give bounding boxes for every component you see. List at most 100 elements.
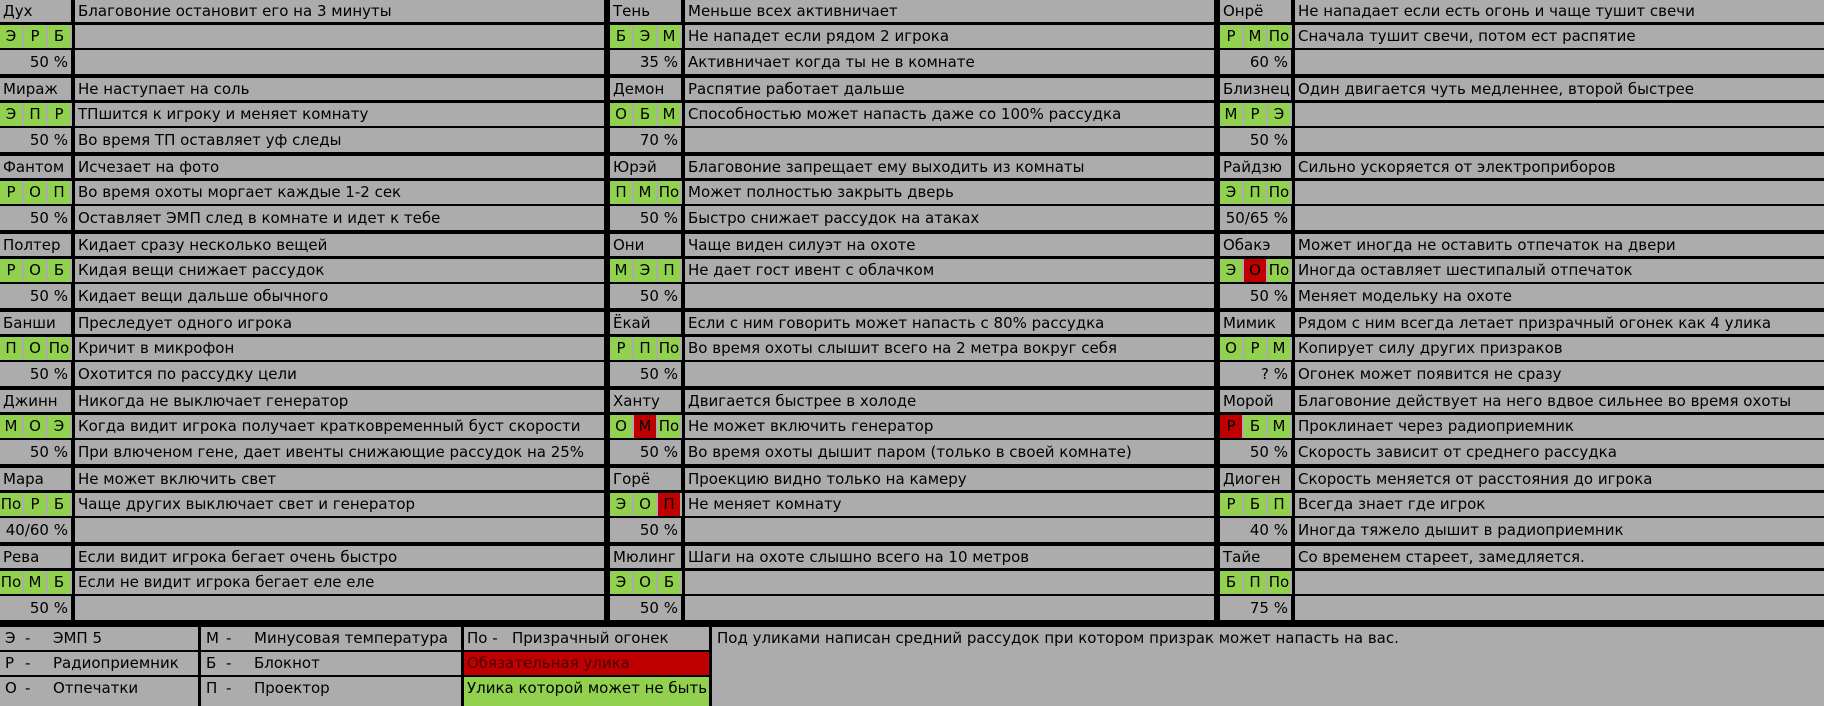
evidence-optional: Э [1220, 181, 1242, 204]
ghost-name: Фантом [0, 156, 71, 178]
evidence-optional: По [658, 415, 680, 438]
ghost-note: Сначала тушит свечи, потом ест распятие [1295, 25, 1824, 48]
ghost-note: Оставляет ЭМП след в комнате и идет к те… [75, 206, 604, 230]
sanity-threshold: 50 % [1220, 440, 1291, 464]
ghost-note: Во время ТП оставляет уф следы [75, 128, 604, 152]
ghost-card: Рева По М Б 50 % Если видит игрока бегает оче… [0, 546, 604, 620]
sanity-threshold: 50 % [610, 206, 681, 230]
ghost-note: Чаще виден силуэт на охоте [685, 234, 1214, 256]
ghost-card: Полтер Р О Б 50 % Кидает сразу несколько веще… [0, 234, 604, 308]
legend-projector: П - Проектор [201, 677, 461, 706]
ghost-note [1295, 103, 1824, 126]
sanity-threshold: 50 % [610, 518, 681, 542]
legend-required: Обязательная улика [464, 652, 709, 675]
ghost-note: Во время охоты моргает каждые 1-2 сек [75, 181, 604, 204]
evidence-row: Э П По [1220, 181, 1292, 204]
ghost-note [1295, 128, 1824, 152]
ghost-name: Ёкай [610, 312, 681, 334]
evidence-optional: П [634, 337, 656, 360]
ghost-note: Если не видит игрока бегает еле еле [75, 571, 604, 594]
evidence-row: Б П По [1220, 571, 1292, 594]
sanity-threshold: 75 % [1220, 596, 1291, 620]
legend-radio: Р - Радиоприемник [0, 652, 198, 675]
ghost-name: Морой [1220, 390, 1291, 412]
evidence-optional: Б [634, 103, 656, 126]
evidence-optional: М [1268, 337, 1290, 360]
legend: Э - ЭМП 5 Р - Радиоприемник О - Отпечатки М - Ми… [0, 627, 1824, 706]
ghost-note: Огонек может появится не сразу [1295, 362, 1824, 386]
evidence-optional: М [1268, 415, 1290, 438]
ghost-note [1295, 181, 1824, 204]
sanity-threshold: 50/65 % [1220, 206, 1291, 230]
ghost-card: Банши П О По 50 % Преследует одного игрока Кри… [0, 312, 604, 386]
ghost-note [75, 596, 604, 620]
evidence-row: О М По [610, 415, 682, 438]
evidence-optional: Б [610, 25, 632, 48]
ghost-note: Может полностью закрыть дверь [685, 181, 1214, 204]
ghost-name: Мюлинг [610, 546, 681, 568]
ghost-note [685, 596, 1214, 620]
evidence-optional: М [24, 571, 46, 594]
ghost-card: Они М Э П 50 % Чаще виден силуэт на охоте Не д… [610, 234, 1214, 308]
legend-note: Под уликами написан средний рассудок при… [712, 627, 1824, 706]
evidence-optional: Р [24, 25, 46, 48]
evidence-optional: М [1244, 25, 1266, 48]
legend-book: Б - Блокнот [201, 652, 461, 675]
ghost-note: Шаги на охоте слышно всего на 10 метров [685, 546, 1214, 568]
ghost-note: Не нападет если рядом 2 игрока [685, 25, 1214, 48]
ghost-card: Мара По Р Б 40/60 % Не может включить свет Чащ… [0, 468, 604, 542]
sanity-threshold: 50 % [0, 596, 71, 620]
sanity-threshold: 50 % [610, 440, 681, 464]
legend-prints: О - Отпечатки [0, 677, 198, 706]
ghost-name: Тень [610, 0, 681, 22]
ghost-name: Мираж [0, 78, 71, 100]
ghost-note: Если видит игрока бегает очень быстро [75, 546, 604, 568]
evidence-optional: О [24, 337, 46, 360]
evidence-required: О [1244, 259, 1266, 282]
ghost-note [685, 362, 1214, 386]
ghost-name: Райдзю [1220, 156, 1291, 178]
ghost-name: Они [610, 234, 681, 256]
ghost-card: Мюлинг Э О Б 50 % Шаги на охоте слышно всего … [610, 546, 1214, 620]
evidence-optional: Э [634, 25, 656, 48]
evidence-optional: О [24, 181, 46, 204]
legend-emp: Э - ЭМП 5 [0, 627, 198, 650]
ghost-note: ТПшится к игроку и меняет комнату [75, 103, 604, 126]
sanity-threshold: 50 % [0, 206, 71, 230]
ghost-note: Если с ним говорить может напасть с 80% … [685, 312, 1214, 334]
ghost-note: Во время охоты дышит паром (только в сво… [685, 440, 1214, 464]
ghost-card: Мимик О Р М? % Рядом с ним всегда летает при… [1220, 312, 1824, 386]
ghost-note: Кидает вещи дальше обычного [75, 284, 604, 308]
ghost-note: Быстро снижает рассудок на атаках [685, 206, 1214, 230]
ghost-note: Никогда не выключает генератор [75, 390, 604, 412]
ghost-note: Благовоние запрещает ему выходить из ком… [685, 156, 1214, 178]
ghost-name: Демон [610, 78, 681, 100]
ghost-note: Кидая вещи снижает рассудок [75, 259, 604, 282]
ghost-note [685, 518, 1214, 542]
ghost-note: Не меняет комнату [685, 493, 1214, 516]
evidence-optional: По [0, 571, 22, 594]
ghost-note: Кидает сразу несколько вещей [75, 234, 604, 256]
ghost-card: Тень Б Э М 35 % Меньше всех активничает Не нап… [610, 0, 1214, 74]
ghost-note [685, 128, 1214, 152]
ghost-name: Близнец [1220, 78, 1291, 100]
evidence-optional: М [0, 415, 22, 438]
ghost-note: Не нападает если есть огонь и чаще тушит… [1295, 0, 1824, 22]
evidence-optional: Э [610, 493, 632, 516]
ghost-note: Не может включить свет [75, 468, 604, 490]
ghost-note: Иногда оставляет шестипалый отпечаток [1295, 259, 1824, 282]
evidence-optional: О [1220, 337, 1242, 360]
evidence-optional: П [658, 259, 680, 282]
ghost-name: Тайе [1220, 546, 1291, 568]
ghost-note [1295, 206, 1824, 230]
sanity-threshold: 50 % [0, 284, 71, 308]
ghost-name: Дух [0, 0, 71, 22]
ghost-note: Во время охоты слышит всего на 2 метра в… [685, 337, 1214, 360]
evidence-optional: М [658, 103, 680, 126]
evidence-optional: О [634, 493, 656, 516]
evidence-row: П М По [610, 181, 682, 204]
